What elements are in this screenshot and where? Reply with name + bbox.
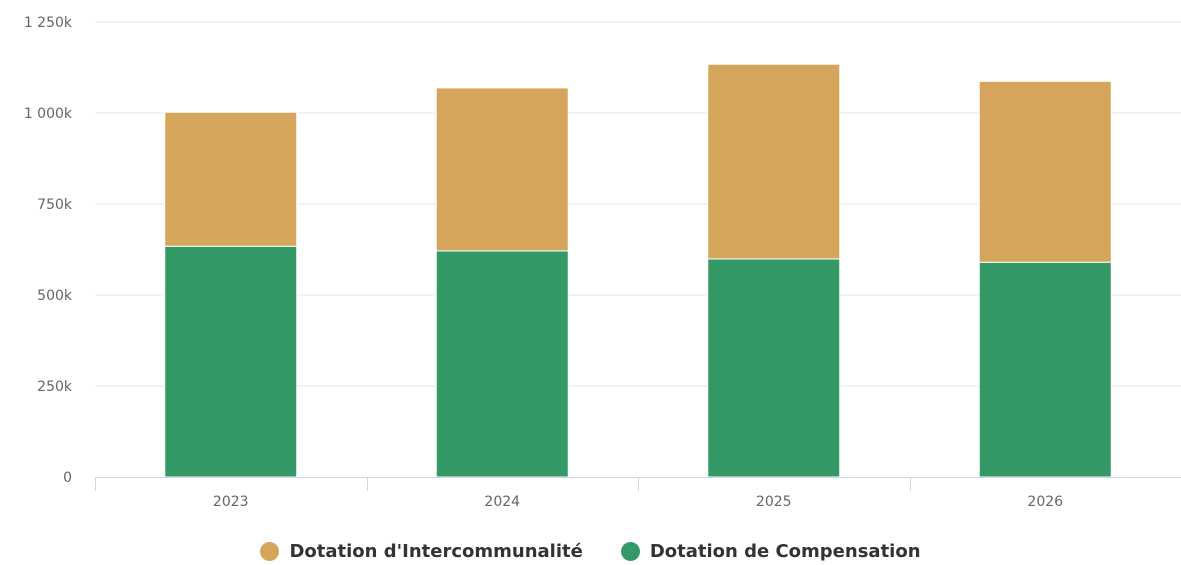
bar-segment-compensation-2025[interactable] bbox=[708, 259, 840, 477]
legend-label-intercommunalite: Dotation d'Intercommunalité bbox=[289, 541, 582, 562]
y-tick-label: 750k bbox=[37, 197, 73, 213]
legend: Dotation d'Intercommunalité Dotation de … bbox=[0, 537, 1181, 565]
bar-segment-compensation-2026[interactable] bbox=[979, 262, 1111, 477]
y-tick-label: 0 bbox=[63, 470, 72, 486]
x-tick-label: 2023 bbox=[213, 494, 249, 510]
legend-item-compensation[interactable]: Dotation de Compensation bbox=[621, 541, 921, 562]
y-tick-label: 500k bbox=[37, 288, 73, 304]
legend-item-intercommunalite[interactable]: Dotation d'Intercommunalité bbox=[260, 541, 582, 562]
legend-swatch-intercommunalite bbox=[260, 542, 279, 561]
bar-segment-compensation-2023[interactable] bbox=[165, 246, 297, 477]
bars bbox=[165, 64, 1112, 477]
legend-swatch-compensation bbox=[621, 542, 640, 561]
x-tick-label: 2024 bbox=[484, 494, 520, 510]
x-tick-label: 2026 bbox=[1027, 494, 1063, 510]
y-tick-label: 1 250k bbox=[24, 15, 73, 31]
bar-segment-intercommunalite-2024[interactable] bbox=[436, 88, 568, 251]
x-axis: 2023 2024 2025 2026 bbox=[95, 477, 1181, 510]
legend-label-compensation: Dotation de Compensation bbox=[650, 541, 921, 562]
bar-segment-intercommunalite-2025[interactable] bbox=[708, 64, 840, 259]
bar-segment-intercommunalite-2026[interactable] bbox=[979, 81, 1111, 262]
bar-segment-intercommunalite-2023[interactable] bbox=[165, 112, 297, 246]
x-tick-label: 2025 bbox=[756, 494, 792, 510]
bar-segment-compensation-2024[interactable] bbox=[436, 251, 568, 477]
y-tick-label: 1 000k bbox=[24, 106, 73, 122]
y-axis-ticks: 0 250k 500k 750k 1 000k 1 250k bbox=[24, 15, 73, 486]
y-tick-label: 250k bbox=[37, 379, 73, 395]
